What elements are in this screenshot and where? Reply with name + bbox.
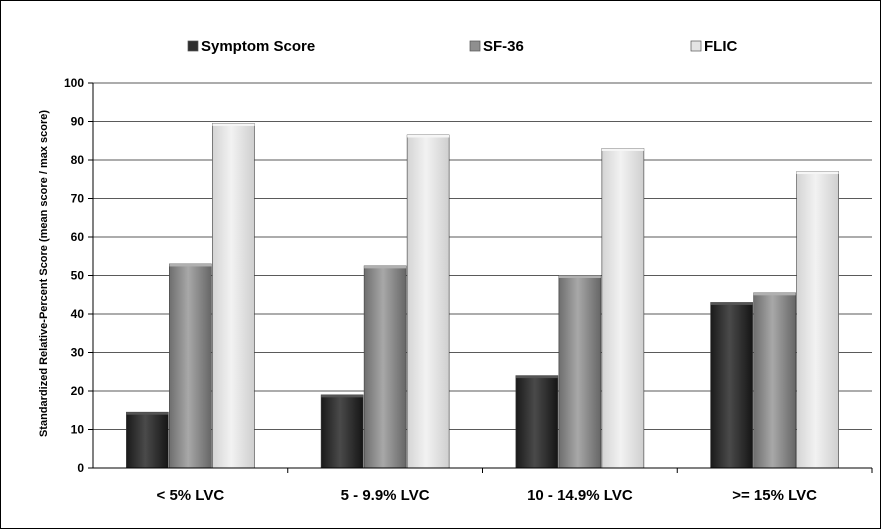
y-tick-label: 20 [71, 384, 85, 398]
legend: Symptom Score SF-36 FLIC [187, 38, 737, 55]
y-tick-label: 100 [64, 76, 84, 90]
bar-flic [796, 171, 839, 469]
y-tick-label: 50 [71, 269, 85, 283]
bar-top-highlight [364, 265, 407, 269]
y-tick-label: 60 [71, 230, 85, 244]
bar-sf-36 [169, 263, 212, 469]
y-tick-label: 90 [71, 115, 85, 129]
bar-top-highlight [407, 134, 450, 138]
y-tick-label: 10 [71, 423, 85, 437]
bar-sf-36 [753, 292, 796, 469]
y-axis-title: Standardized Relative-Percent Score (mea… [38, 110, 50, 437]
bar-flic [212, 123, 255, 469]
bar-top-highlight [515, 375, 558, 379]
bar-sf-36 [558, 275, 602, 469]
bar-top-highlight [321, 394, 364, 398]
bar-top-highlight [169, 263, 212, 267]
legend-label: Symptom Score [201, 38, 315, 55]
bar-symptom-score [320, 394, 364, 469]
y-tick-label: 0 [77, 461, 84, 475]
bar-top-highlight [126, 412, 169, 415]
bar-symptom-score [515, 375, 559, 469]
legend-label: FLIC [704, 38, 737, 55]
bar-sf-36 [363, 265, 407, 469]
y-tick-label: 30 [71, 346, 85, 360]
bars-group [126, 123, 839, 469]
x-tick-label: >= 15% LVC [732, 487, 817, 504]
legend-swatch [690, 40, 702, 52]
bar-top-highlight [796, 171, 839, 175]
bar-top-highlight [753, 292, 796, 296]
bar-top-highlight [558, 275, 601, 278]
x-tick-label: 5 - 9.9% LVC [341, 487, 430, 504]
bar-top-highlight [601, 148, 644, 151]
bar-flic [601, 148, 645, 469]
legend-swatch [469, 40, 481, 52]
x-tick-label: < 5% LVC [157, 487, 225, 504]
axes-group: 0 10 20 30 40 50 60 70 80 90 100 Standardized Relat… [38, 76, 873, 504]
bar-flic [406, 134, 450, 469]
bar-top-highlight [212, 123, 255, 126]
y-tick-label: 80 [71, 153, 85, 167]
bar-symptom-score [126, 411, 169, 469]
x-tick-label: 10 - 14.9% LVC [527, 487, 633, 504]
legend-swatch [187, 40, 199, 52]
legend-label: SF-36 [483, 38, 524, 55]
y-tick-label: 40 [71, 307, 85, 321]
bar-symptom-score [710, 302, 753, 469]
bar-top-highlight [710, 302, 753, 305]
y-tick-label: 70 [71, 192, 85, 206]
